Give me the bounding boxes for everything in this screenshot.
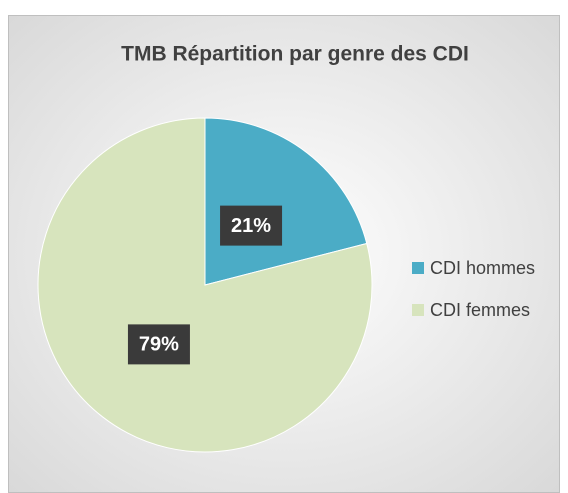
pie-slice (37, 117, 373, 453)
legend-label: CDI femmes (430, 300, 530, 320)
legend-swatch (412, 262, 424, 274)
chart-title: TMB Répartition par genre des CDI (121, 43, 469, 66)
data-label-box (127, 324, 190, 365)
data-label: 21% (231, 215, 271, 237)
legend-swatch (412, 304, 424, 316)
data-label: 79% (139, 334, 179, 356)
data-label-box (220, 205, 283, 246)
legend-label: CDI hommes (430, 258, 535, 278)
